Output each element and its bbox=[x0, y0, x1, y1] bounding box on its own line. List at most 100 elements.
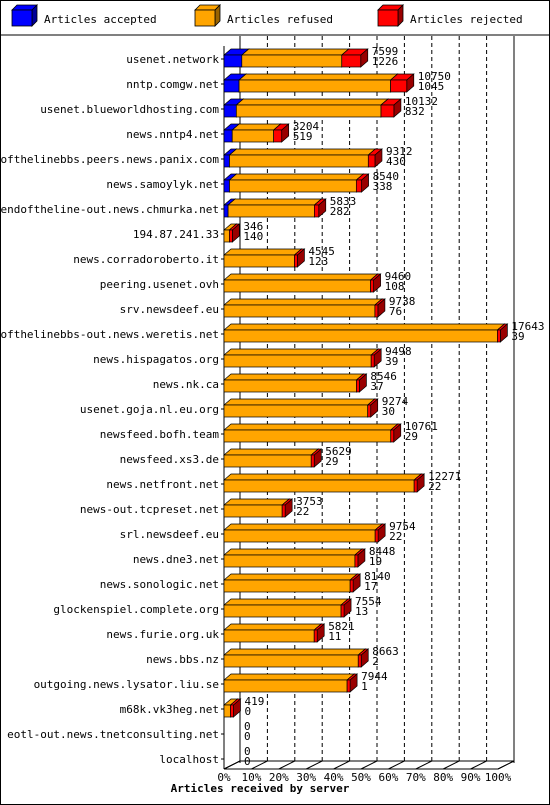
bar-rejected bbox=[390, 79, 408, 93]
bar-refused-top bbox=[223, 498, 291, 506]
data-label-refused: 9754 bbox=[389, 520, 416, 533]
y-tick-label: news.samoylyk.net bbox=[106, 178, 219, 191]
bar-refused bbox=[241, 54, 343, 68]
y-tick-label: endofthelinebbs.peers.news.panix.com bbox=[0, 153, 219, 166]
data-label-rejected: 1045 bbox=[418, 80, 445, 93]
bar-refused-top bbox=[223, 448, 320, 456]
data-label-rejected: 13 bbox=[355, 605, 368, 618]
bar-refused-top bbox=[240, 48, 350, 56]
y-tick-label: peering.usenet.ovh bbox=[100, 278, 219, 291]
data-label-rejected: 123 bbox=[308, 255, 328, 268]
y-tick-label: glockenspiel.complete.org bbox=[53, 603, 219, 616]
data-label-refused: 10750 bbox=[418, 70, 451, 83]
bar-refused-top bbox=[223, 348, 380, 356]
bar-rejected bbox=[380, 104, 395, 118]
data-label-rejected: 519 bbox=[293, 130, 313, 143]
x-tick-label: 80% bbox=[433, 771, 453, 784]
bar-accepted bbox=[223, 204, 229, 218]
y-tick-label: news.corradoroberto.it bbox=[73, 253, 219, 266]
bar-accepted bbox=[223, 129, 233, 143]
data-label-rejected: 19 bbox=[369, 555, 382, 568]
data-label-refused: 7599 bbox=[372, 45, 399, 58]
y-tick-label: news.bbs.nz bbox=[146, 653, 219, 666]
bar-rejected bbox=[314, 204, 320, 218]
bar-rejected bbox=[367, 404, 372, 418]
data-label-refused: 7554 bbox=[355, 595, 382, 608]
data-label-rejected: 282 bbox=[330, 205, 350, 218]
legend-item-2: Articles rejected bbox=[377, 4, 523, 27]
y-tick-label: news.netfront.net bbox=[106, 478, 219, 491]
legend-item-1: Articles refused bbox=[194, 4, 333, 27]
y-tick-label: news.nntp4.net bbox=[126, 128, 219, 141]
bar-refused-top bbox=[223, 623, 323, 631]
legend-swatch bbox=[377, 9, 399, 27]
x-tick-label: 100% bbox=[485, 771, 512, 784]
bar-refused-top bbox=[227, 198, 323, 206]
data-label-refused: 5821 bbox=[328, 620, 355, 633]
bar-rejected bbox=[281, 504, 286, 518]
legend-swatch bbox=[11, 9, 33, 27]
bar-rejected bbox=[294, 254, 298, 268]
y-tick-label: newsfeed.xs3.de bbox=[120, 453, 219, 466]
bar-rejected bbox=[354, 554, 359, 568]
y-tick-label: usenet.network bbox=[126, 53, 219, 66]
bar-refused bbox=[223, 704, 231, 718]
data-label-rejected: 39 bbox=[385, 355, 398, 368]
bar-refused-top bbox=[231, 123, 282, 131]
gridline-depth bbox=[497, 760, 515, 770]
bar-refused-top bbox=[223, 523, 384, 531]
data-label-refused: 8546 bbox=[370, 370, 397, 383]
x-tick-label: 70% bbox=[406, 771, 426, 784]
data-label-rejected: 1 bbox=[361, 680, 368, 693]
x-tick-label: 60% bbox=[378, 771, 398, 784]
y-tick-label: usenet.goja.nl.eu.org bbox=[80, 403, 219, 416]
y-tick-label: news.nk.ca bbox=[153, 378, 219, 391]
bar-refused-top bbox=[223, 373, 365, 381]
data-label-refused: 4545 bbox=[308, 245, 335, 258]
bar-refused bbox=[223, 579, 351, 593]
data-label-rejected: 0 bbox=[244, 755, 251, 768]
bar-accepted bbox=[223, 154, 230, 168]
y-tick-label: news.sonologic.net bbox=[100, 578, 219, 591]
data-label-refused: 5629 bbox=[325, 445, 352, 458]
bar-refused bbox=[223, 529, 376, 543]
gridline-depth bbox=[415, 760, 433, 770]
bar-refused bbox=[223, 504, 283, 518]
data-label-refused: 5833 bbox=[330, 195, 357, 208]
x-tick-label: 40% bbox=[324, 771, 344, 784]
bar-rejected bbox=[313, 629, 318, 643]
bar-accepted bbox=[223, 79, 240, 93]
data-label-rejected: 30 bbox=[382, 405, 395, 418]
bar-refused bbox=[229, 179, 357, 193]
bar-rejected bbox=[370, 279, 374, 293]
gridline-depth bbox=[360, 760, 378, 770]
bar-refused bbox=[223, 679, 348, 693]
bar-refused-top bbox=[238, 73, 399, 81]
bar-refused bbox=[227, 204, 315, 218]
bar-refused-top bbox=[223, 598, 350, 606]
data-label-refused: 7944 bbox=[361, 670, 388, 683]
bar-refused-top bbox=[228, 148, 377, 156]
bar-rejected bbox=[273, 129, 283, 143]
gridline-depth bbox=[305, 760, 323, 770]
bar-rejected bbox=[497, 329, 501, 343]
data-label-rejected: 832 bbox=[405, 105, 425, 118]
bar-refused bbox=[223, 429, 392, 443]
gridline-depth bbox=[278, 760, 296, 770]
gridline-depth bbox=[333, 760, 350, 770]
data-label-refused: 419 bbox=[244, 695, 264, 708]
data-label-refused: 12271 bbox=[428, 470, 461, 483]
bar-refused bbox=[223, 254, 295, 268]
